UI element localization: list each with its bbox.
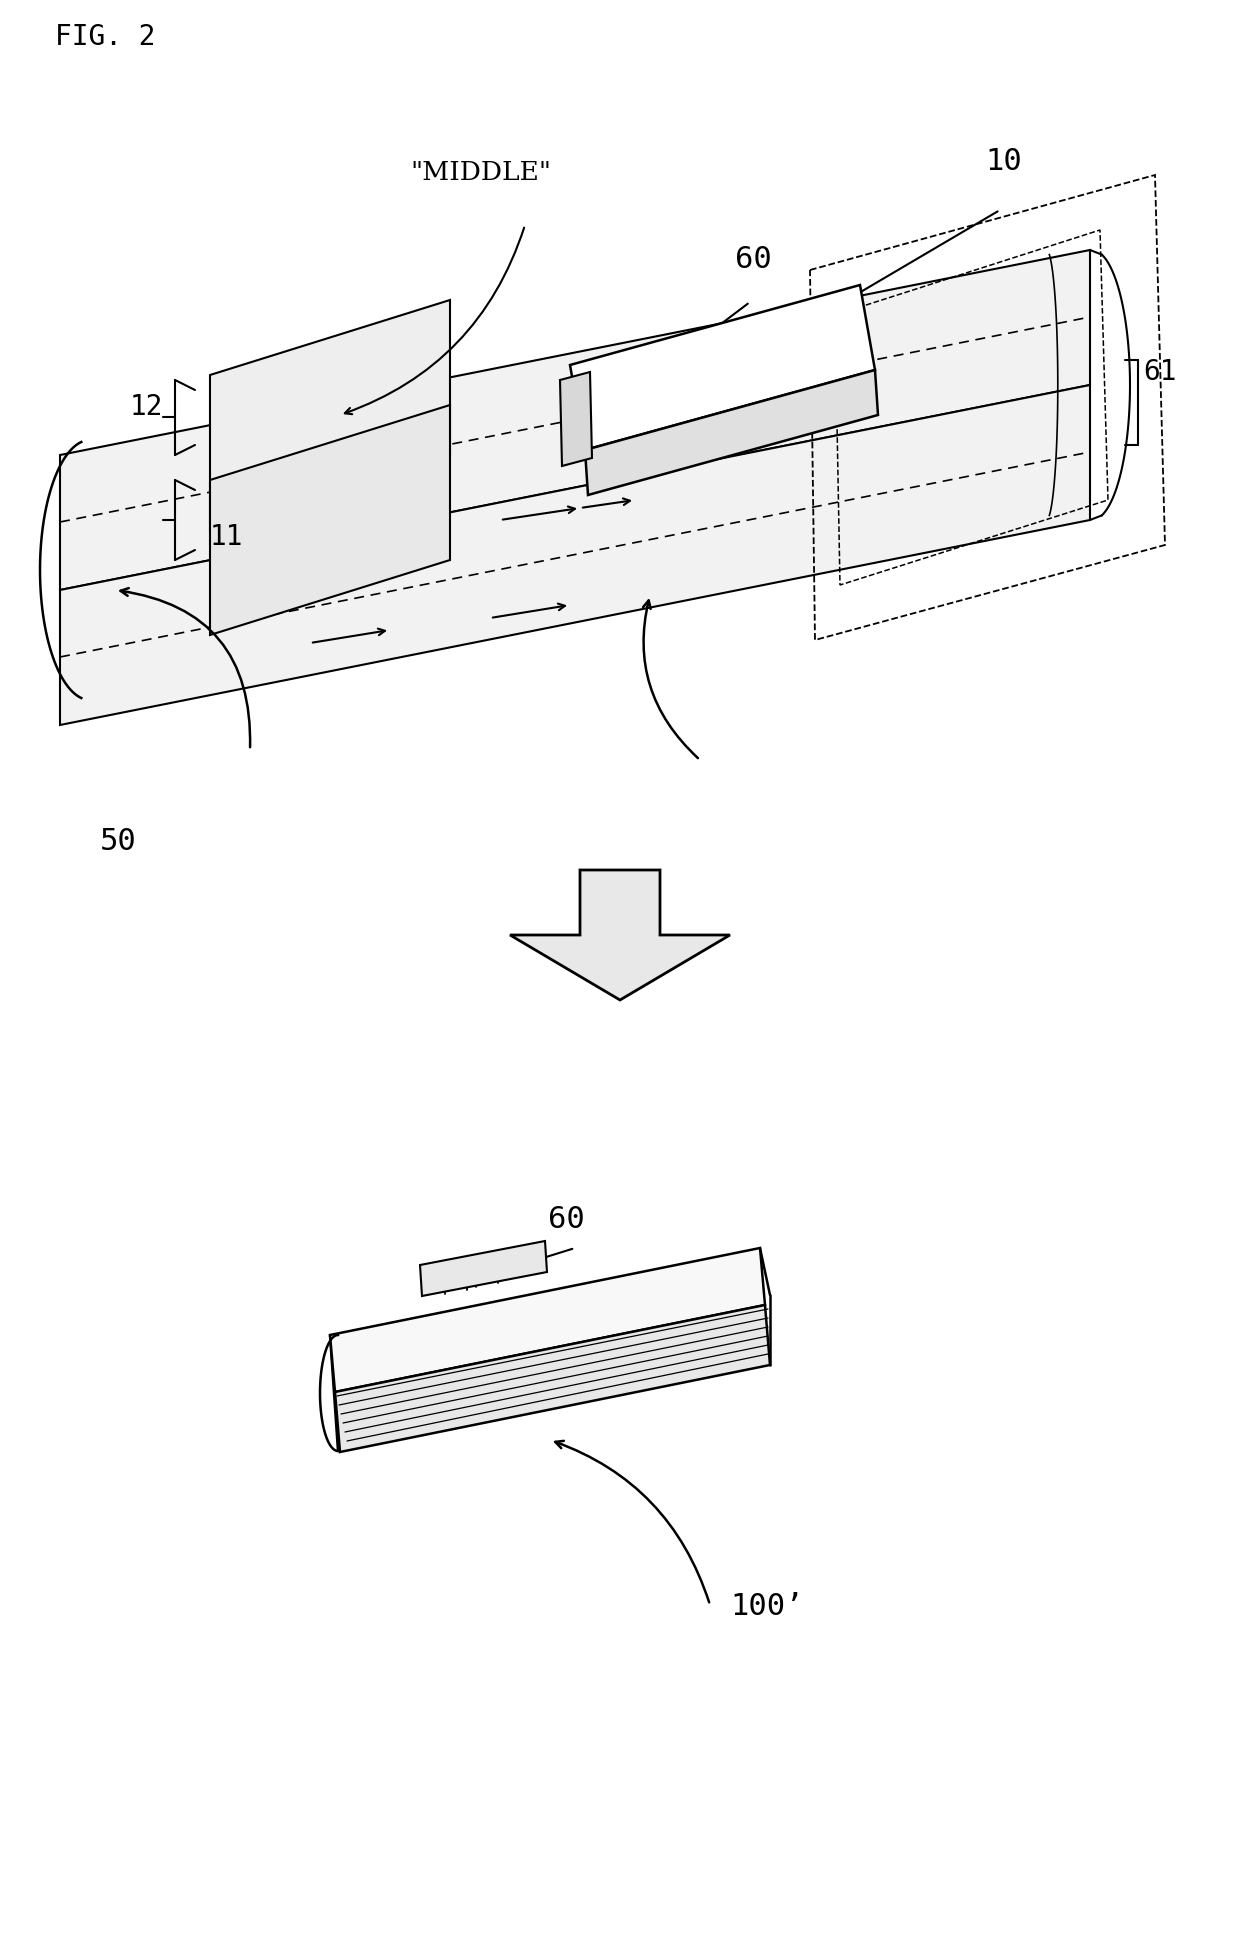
Polygon shape [60, 384, 1090, 725]
Text: 100’: 100’ [730, 1592, 804, 1621]
Text: 12: 12 [130, 394, 164, 421]
Text: 11: 11 [210, 523, 243, 551]
Polygon shape [210, 300, 450, 529]
FancyArrowPatch shape [120, 588, 250, 747]
Polygon shape [420, 1241, 547, 1296]
FancyArrowPatch shape [644, 600, 698, 759]
Text: 10: 10 [985, 147, 1022, 176]
Polygon shape [330, 1249, 765, 1392]
Text: 60: 60 [548, 1205, 585, 1235]
Text: 60: 60 [735, 245, 771, 274]
Polygon shape [585, 370, 878, 496]
Polygon shape [210, 406, 450, 635]
Text: 61: 61 [1143, 359, 1177, 386]
Text: 50: 50 [100, 827, 136, 857]
Text: FIG. 2: FIG. 2 [55, 24, 155, 51]
Text: "MIDDLE": "MIDDLE" [410, 161, 551, 184]
Polygon shape [560, 372, 591, 466]
Polygon shape [60, 251, 1090, 590]
Polygon shape [570, 284, 875, 451]
Polygon shape [335, 1305, 770, 1452]
Polygon shape [510, 870, 730, 1000]
